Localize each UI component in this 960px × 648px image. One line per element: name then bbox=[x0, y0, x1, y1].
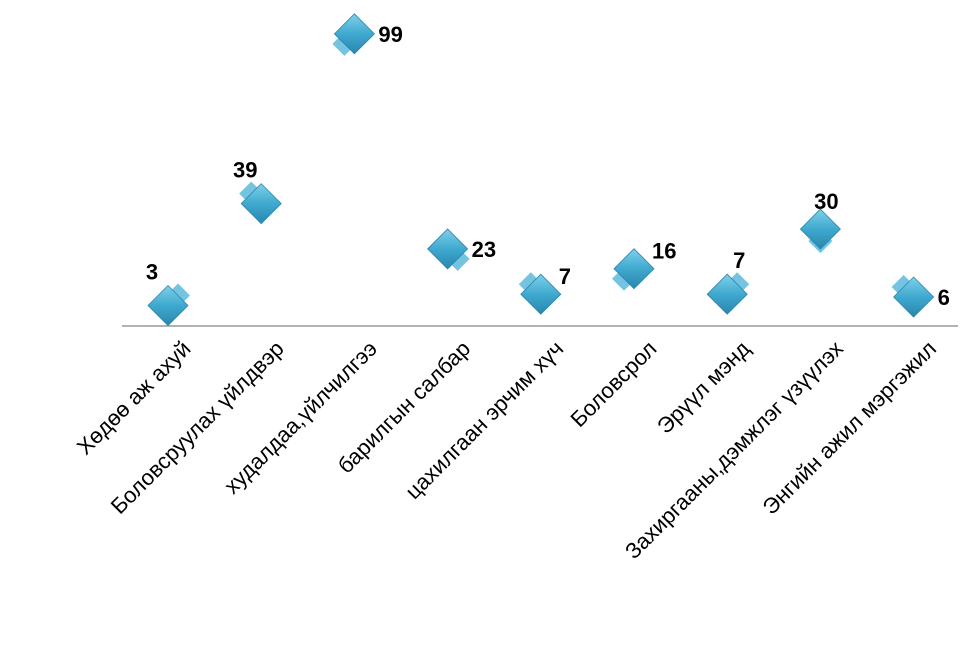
data-point bbox=[240, 183, 282, 225]
x-tick-label: худалдаа,үйлчилгээ bbox=[219, 336, 382, 499]
data-point bbox=[799, 208, 841, 250]
x-tick-label: цахилгаан эрчим хүч bbox=[400, 336, 568, 504]
data-point bbox=[613, 248, 655, 290]
data-label: 39 bbox=[233, 158, 257, 183]
x-tick-label: Эрүүл мэнд bbox=[652, 336, 755, 439]
data-point bbox=[893, 276, 935, 318]
data-point bbox=[147, 284, 189, 327]
data-point bbox=[706, 273, 748, 315]
data-label: 6 bbox=[938, 285, 950, 310]
data-label: 30 bbox=[814, 189, 838, 214]
data-label: 16 bbox=[652, 239, 676, 264]
data-point bbox=[427, 228, 469, 270]
data-point bbox=[333, 13, 375, 55]
data-label: 99 bbox=[378, 22, 402, 47]
x-tick-label: Боловсруулах үйлдвэр bbox=[106, 336, 289, 519]
data-label: 7 bbox=[733, 248, 745, 273]
data-label: 23 bbox=[472, 237, 496, 262]
data-point bbox=[520, 273, 562, 315]
data-label: 3 bbox=[146, 260, 158, 285]
data-label: 7 bbox=[559, 264, 571, 289]
x-tick-label: Боловсрол bbox=[566, 336, 662, 432]
x-tick-label: Энгийн ажил мэргэжил bbox=[757, 336, 941, 520]
